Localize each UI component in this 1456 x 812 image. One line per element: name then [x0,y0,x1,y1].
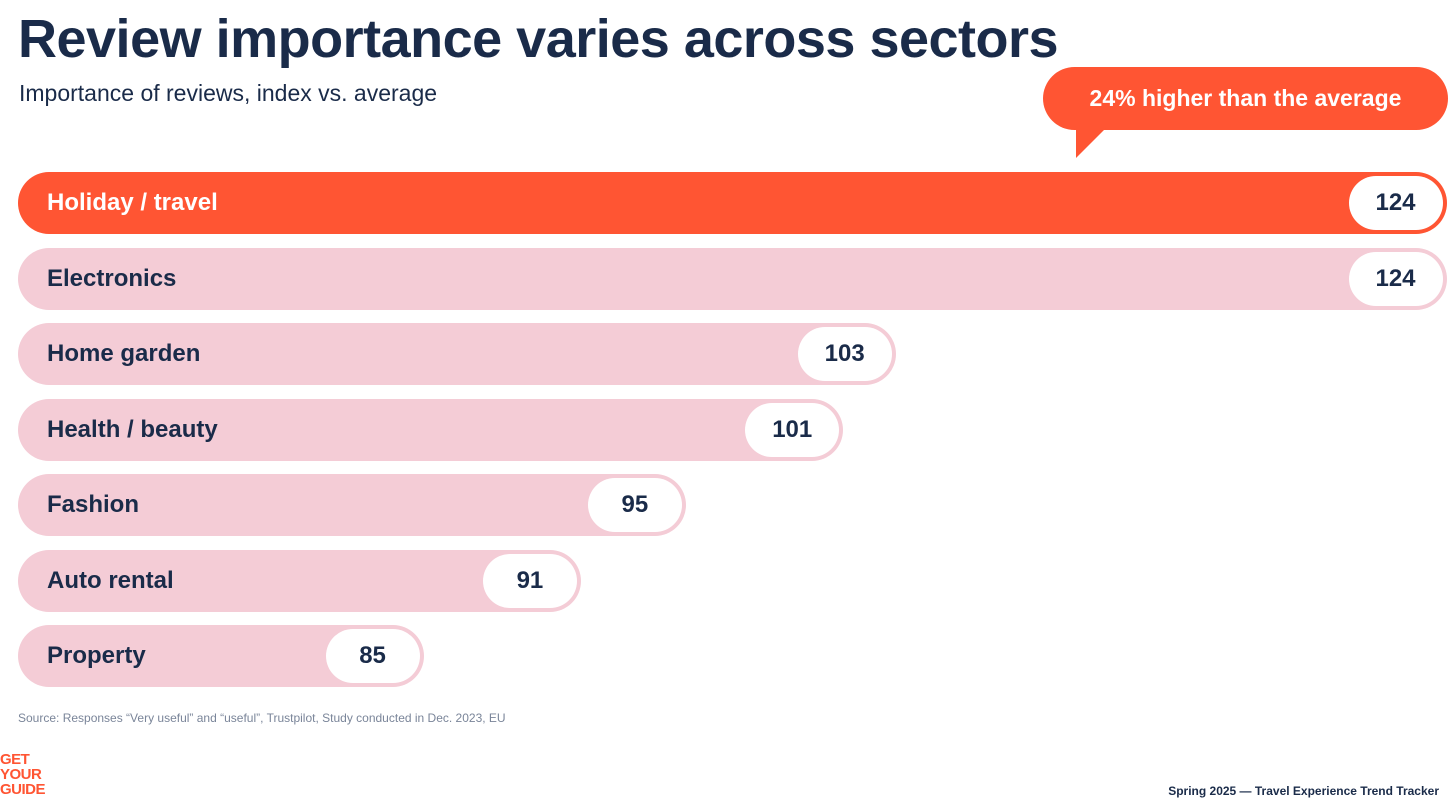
bar-label: Holiday / travel [47,189,218,216]
callout-tail [1076,128,1106,158]
source-note: Source: Responses “Very useful” and “use… [18,711,506,725]
footer-text: Spring 2025 — Travel Experience Trend Tr… [1168,784,1439,798]
chart-subtitle: Importance of reviews, index vs. average [19,80,438,106]
bar-label: Auto rental [47,566,174,594]
value-label: 124 [1348,176,1443,230]
bar-health-beauty: Health / beauty 101 [18,398,844,461]
value-label: 124 [1348,251,1443,306]
value-label: 85 [325,629,420,683]
getyourguide-logo: GET YOUR GUIDE [0,751,46,798]
value-label: 95 [587,478,682,532]
value-label: 91 [482,553,577,608]
bar-label: Electronics [47,264,177,292]
value-label: 103 [797,327,892,381]
bar-home-garden: Home garden 103 [18,323,896,385]
value-label: 101 [745,402,840,457]
annotation-text: 24% higher than the average [1089,85,1402,111]
bar-fashion: Fashion 95 [18,474,686,536]
bar-property: Property 85 [18,625,424,687]
bar-holiday-travel: Holiday / travel 124 [18,172,1447,234]
bar-electronics: Electronics 124 [18,247,1447,310]
bar-label: Home garden [47,340,201,367]
chart-title: Review importance varies across sectors [18,9,1059,69]
bar-label: Fashion [47,491,140,518]
bar-label: Property [47,642,146,669]
annotation-callout: 24% higher than the average [1043,67,1448,130]
bar-auto-rental: Auto rental 91 [18,549,581,612]
bar-label: Health / beauty [47,415,218,443]
